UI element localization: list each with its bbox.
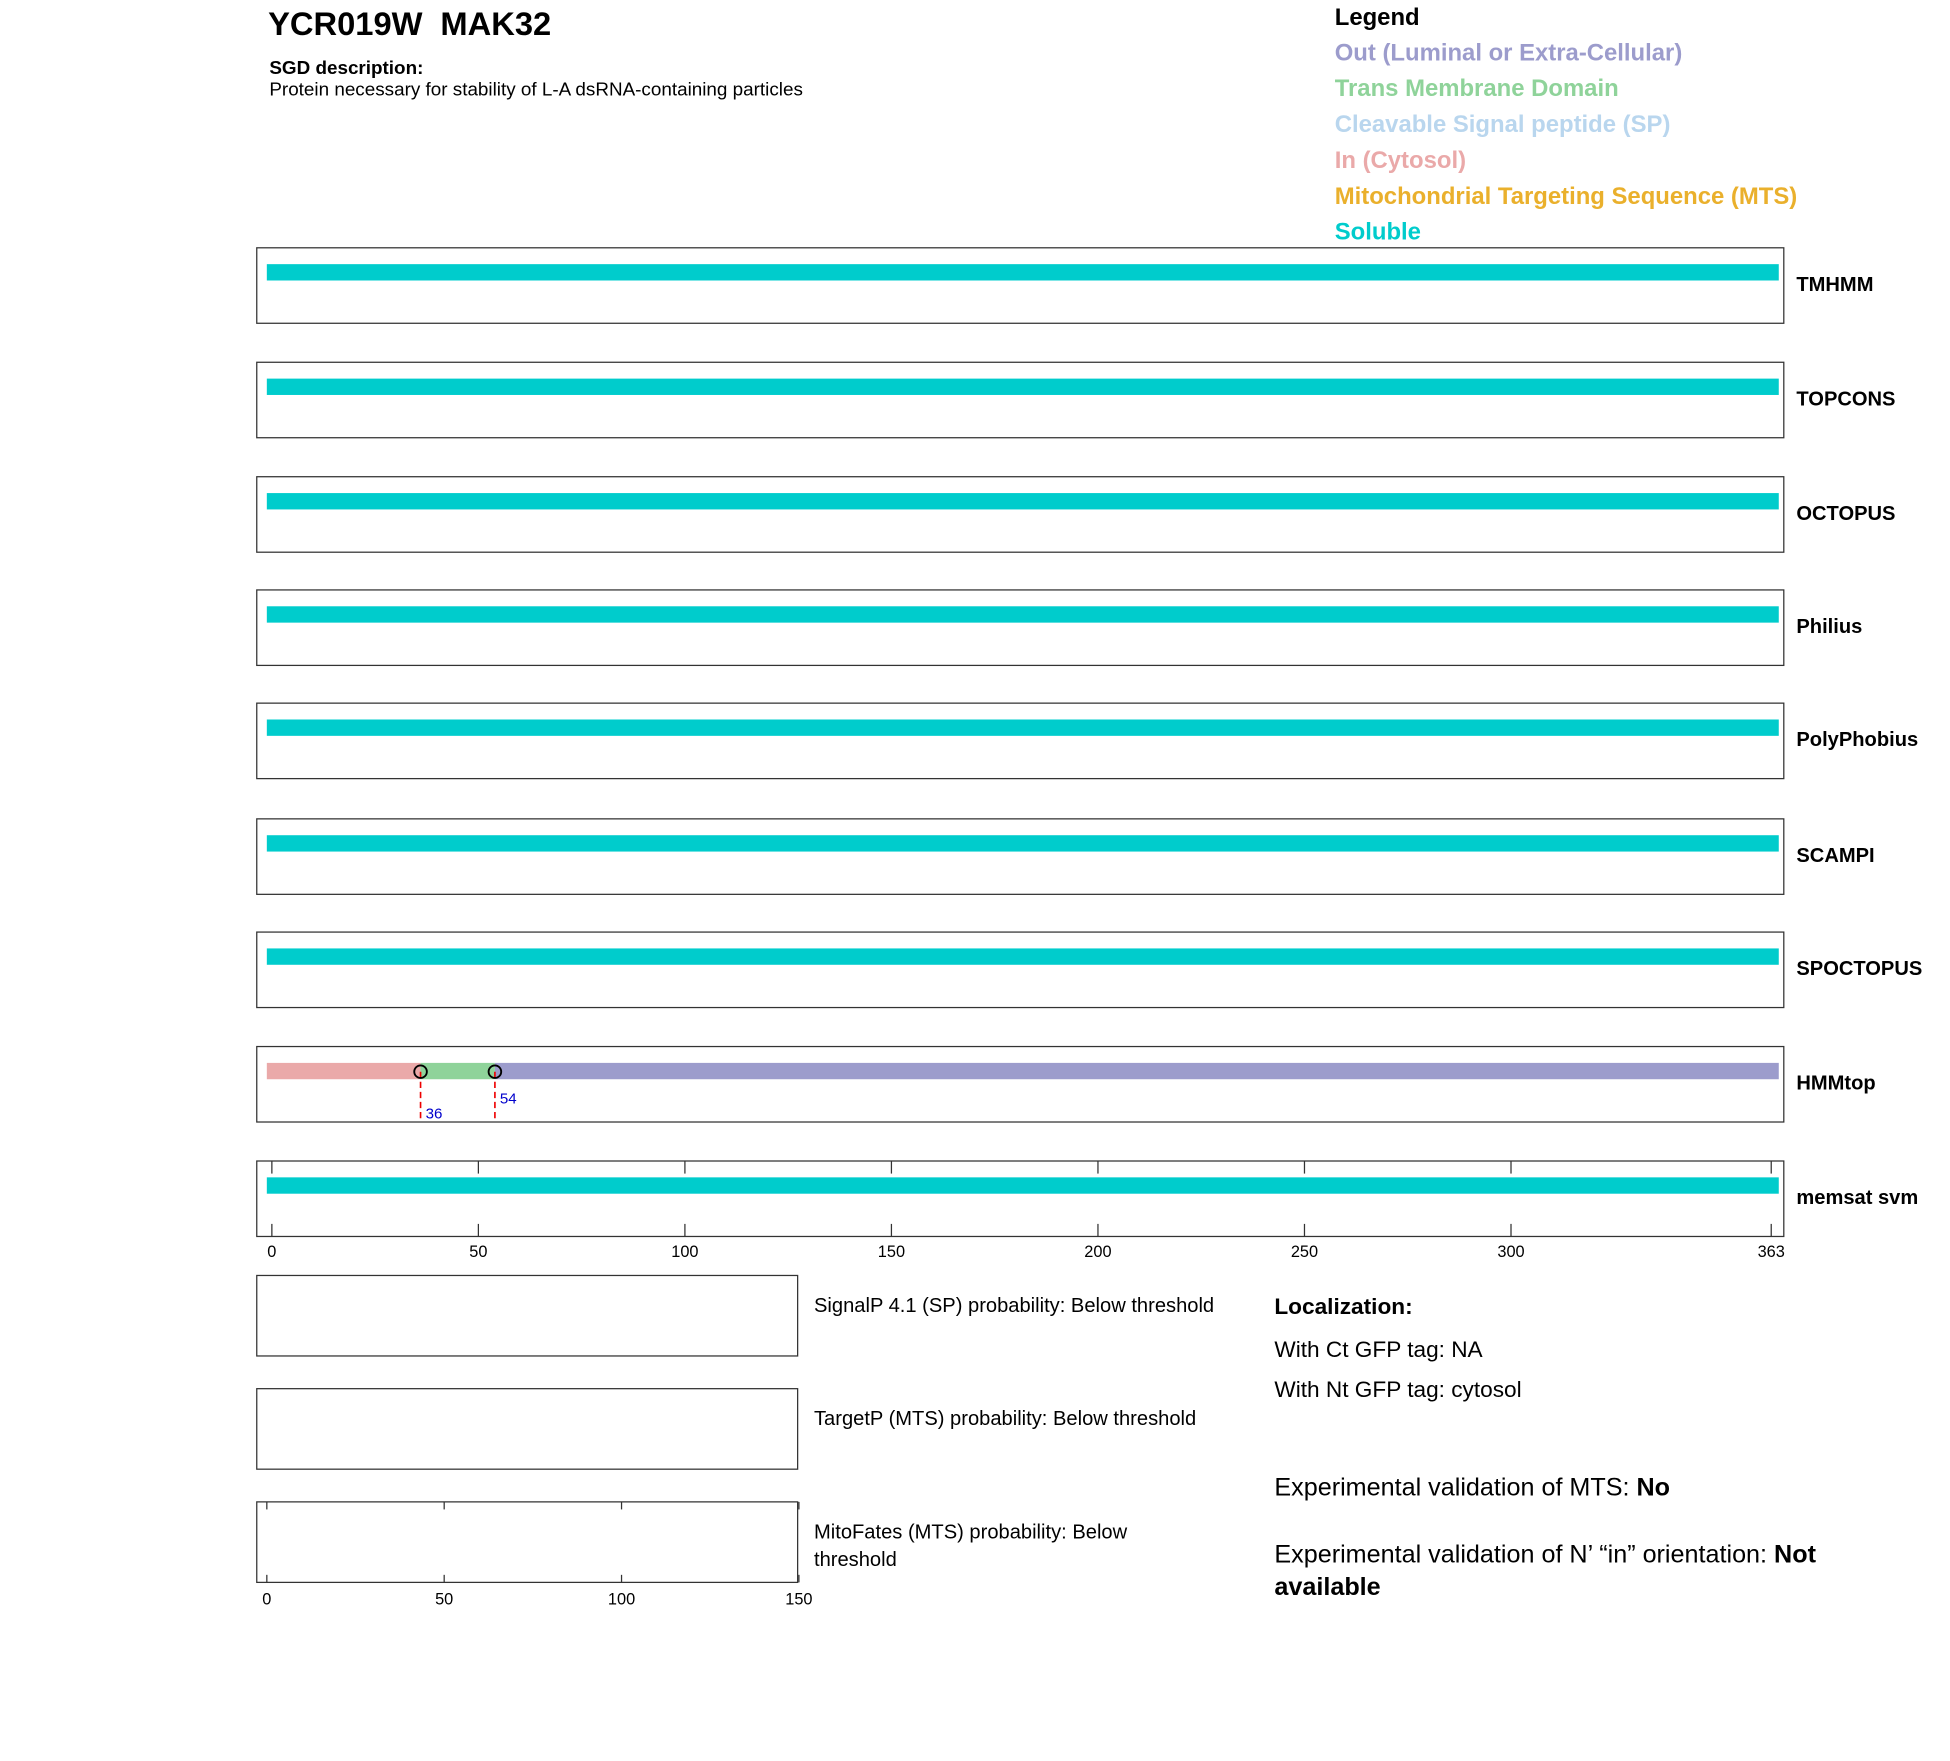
segment	[266, 264, 1779, 281]
gene-id: YCR019W	[268, 5, 423, 42]
legend-title: Legend	[1335, 4, 1420, 31]
track-label: HMMtop	[1796, 1073, 1875, 1095]
boundary-label: 54	[500, 1090, 517, 1107]
probability-label: SignalP 4.1 (SP) probability: Below thre…	[813, 1295, 1215, 1317]
segment	[266, 606, 1779, 623]
legend-item: Mitochondrial Targeting Sequence (MTS)	[1335, 183, 1797, 210]
legend-item: In (Cytosol)	[1335, 147, 1466, 174]
segment	[266, 835, 1779, 852]
segment	[266, 493, 1779, 510]
segment	[266, 948, 1779, 965]
track-label: Philius	[1796, 616, 1862, 638]
track-label: SPOCTOPUS	[1796, 958, 1922, 980]
track-box	[256, 589, 1785, 667]
x-tick-label: 50	[435, 1590, 453, 1608]
track-label: memsat svm	[1796, 1187, 1918, 1209]
boundary-marker	[487, 1064, 503, 1079]
mts-label: Experimental validation of MTS:	[1274, 1474, 1630, 1502]
boundary-label: 36	[426, 1105, 443, 1122]
orientation-value: Not available	[1274, 1540, 1816, 1602]
x-tick-label: 0	[262, 1590, 271, 1608]
x-tick-label: 250	[1291, 1243, 1318, 1261]
orientation-validation: Experimental validation of N’ “in” orien…	[1274, 1540, 1816, 1602]
localization-title: Localization:	[1274, 1294, 1412, 1319]
x-tick-label: 150	[878, 1243, 905, 1261]
x-tick-label: 200	[1084, 1243, 1111, 1261]
track-box	[256, 702, 1785, 780]
legend-item: Soluble	[1335, 219, 1421, 246]
track-box	[256, 476, 1785, 553]
track-label: OCTOPUS	[1796, 503, 1895, 525]
legend-item: Cleavable Signal peptide (SP)	[1335, 111, 1671, 138]
track-box	[256, 361, 1785, 439]
probability-label: TargetP (MTS) probability: Below thresho…	[813, 1408, 1197, 1431]
track-box	[256, 1160, 1785, 1238]
track-label: SCAMPI	[1796, 845, 1874, 867]
probability-box	[256, 1501, 799, 1584]
probability-label: MitoFates (MTS) probability: Below thres…	[813, 1522, 1128, 1572]
probability-box	[256, 1274, 799, 1357]
segment	[266, 719, 1779, 736]
segment	[266, 1062, 421, 1080]
track-box	[256, 1045, 1785, 1123]
x-tick-label: 300	[1497, 1243, 1524, 1261]
x-tick-label: 363	[1758, 1243, 1785, 1261]
track-box	[256, 818, 1785, 895]
mts-validation: Experimental validation of MTS: No	[1274, 1474, 1671, 1502]
x-tick-label: 100	[608, 1590, 635, 1608]
x-tick-label: 50	[469, 1243, 487, 1261]
x-tick-label: 0	[267, 1243, 276, 1261]
x-tick-label: 150	[785, 1590, 812, 1608]
nt-gfp: With Nt GFP tag: cytosol	[1274, 1377, 1521, 1402]
track-label: TMHMM	[1796, 274, 1873, 296]
segment	[266, 1177, 1779, 1194]
track-label: TOPCONS	[1796, 388, 1895, 410]
segment	[266, 378, 1779, 395]
track-box	[256, 931, 1785, 1009]
probability-box	[256, 1388, 799, 1470]
probability-text: TargetP (MTS) probability: Below thresho…	[813, 1408, 1197, 1431]
track-label: PolyPhobius	[1796, 729, 1918, 751]
description: Protein necessary for stability of L-A d…	[269, 79, 803, 100]
mts-value: No	[1636, 1474, 1671, 1502]
probability-text: MitoFates (MTS) probability: Below thres…	[813, 1522, 1128, 1572]
gene-name: MAK32	[440, 5, 551, 42]
boundary-marker	[413, 1064, 428, 1079]
orientation-label: Experimental validation of N’ “in” orien…	[1274, 1540, 1768, 1569]
track-box	[256, 247, 1785, 324]
legend-item: Trans Membrane Domain	[1335, 75, 1619, 102]
segment	[420, 1062, 495, 1080]
probability-text: SignalP 4.1 (SP) probability: Below thre…	[813, 1295, 1215, 1317]
description-label: SGD description:	[269, 57, 423, 78]
legend-item: Out (Luminal or Extra-Cellular)	[1335, 39, 1683, 66]
segment	[494, 1062, 1779, 1080]
ct-gfp: With Ct GFP tag: NA	[1274, 1337, 1483, 1362]
x-tick-label: 100	[671, 1243, 698, 1261]
